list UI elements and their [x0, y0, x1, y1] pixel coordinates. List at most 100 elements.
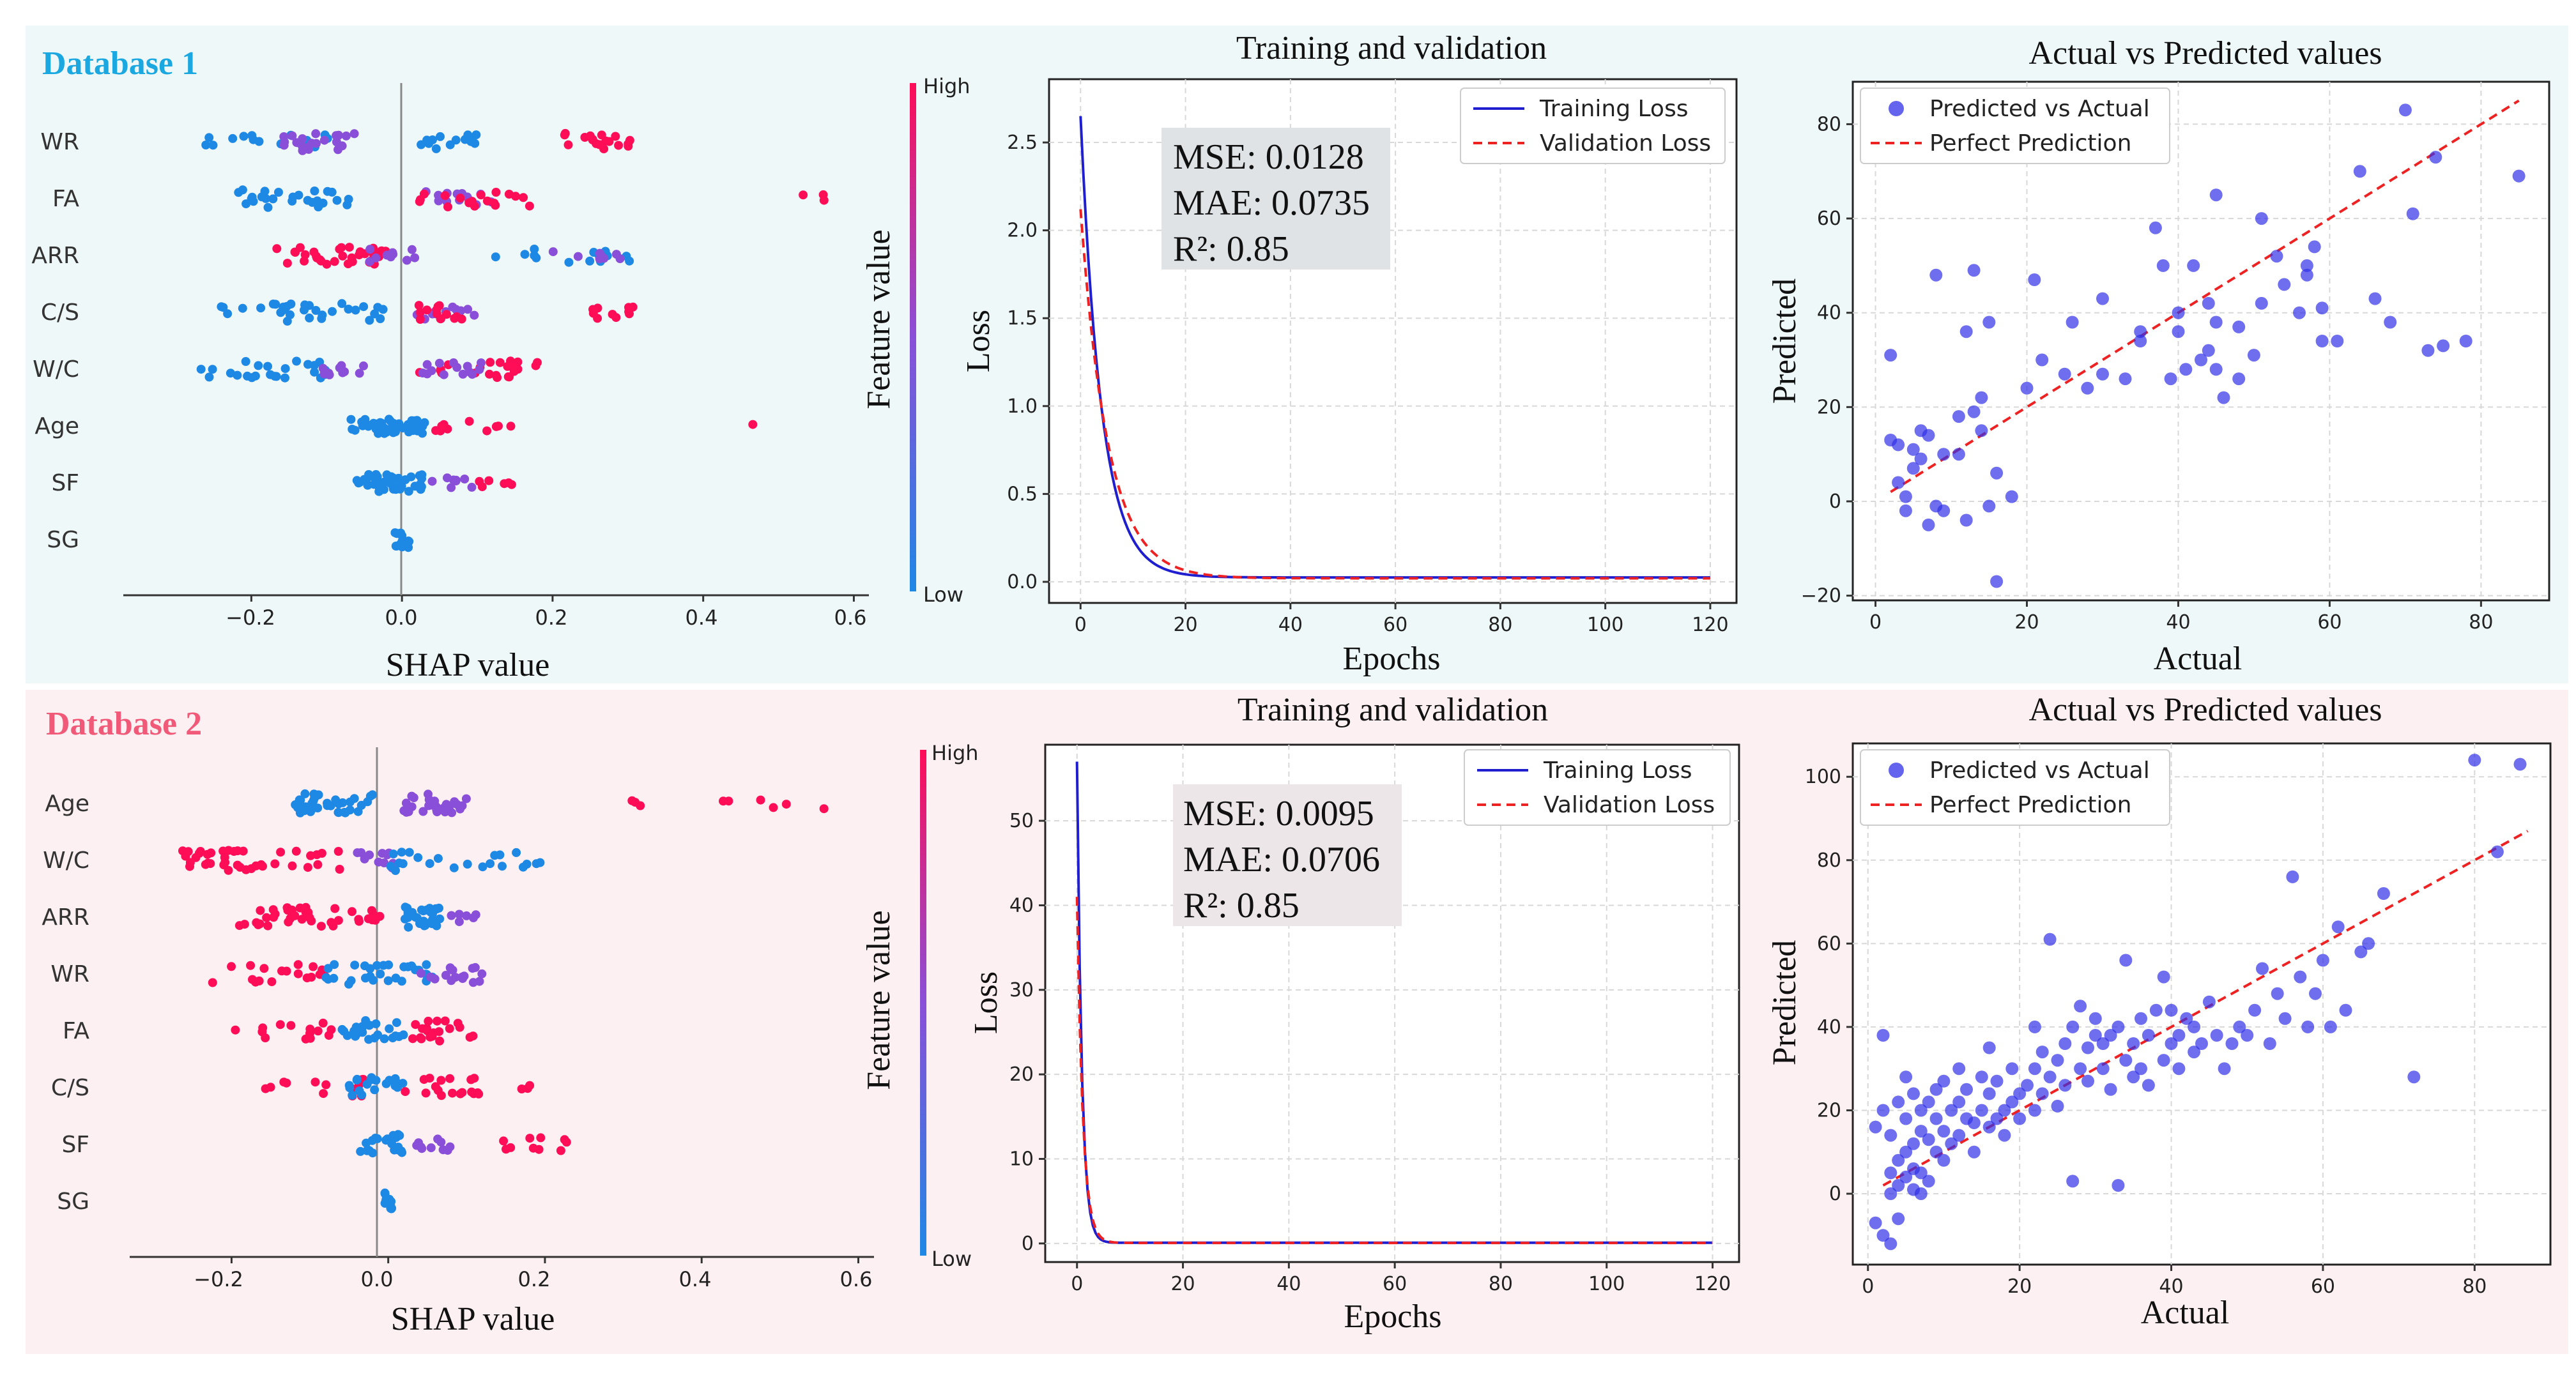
scatter-y-tick-label: 0 — [1829, 1183, 1841, 1205]
shap-point — [439, 370, 448, 379]
shap-point — [348, 425, 357, 434]
scatter-1-legend-point-swatch — [1889, 101, 1904, 116]
scatter-point — [2263, 1037, 2276, 1050]
scatter-point — [2135, 1012, 2147, 1025]
shap-point — [356, 1146, 365, 1156]
scatter-point — [1937, 1125, 1951, 1138]
shap-point — [799, 190, 808, 200]
shap-point — [319, 1089, 328, 1099]
shap-point — [332, 195, 342, 205]
scatter-point — [2165, 1037, 2178, 1050]
shap-point — [499, 1136, 509, 1146]
shap-point — [328, 307, 337, 316]
scatter-point — [2134, 335, 2147, 347]
loss-2-title: Training and validation — [1238, 692, 1548, 728]
shap-point — [208, 978, 217, 987]
scatter-point — [1960, 1083, 1973, 1096]
scatter-point — [1869, 1120, 1882, 1134]
loss-2-metric-mse: MSE: 0.0095 — [1183, 794, 1374, 833]
scatter-point — [2309, 987, 2322, 1000]
shap-point — [372, 961, 381, 970]
shap-point — [434, 196, 443, 206]
scatter-y-tick-label: 100 — [1805, 766, 1841, 788]
loss-1-metric-r2: R²: 0.85 — [1173, 229, 1289, 269]
scatter-point — [2270, 250, 2283, 263]
scatter-point — [2339, 1003, 2352, 1017]
scatter-point — [1899, 1145, 1913, 1159]
shap-point — [386, 1203, 395, 1213]
shap-point — [415, 308, 425, 317]
scatter-point — [2028, 1062, 2041, 1076]
scatter-point — [1982, 499, 1996, 513]
scatter-point — [2157, 970, 2170, 984]
scatter-point — [1990, 466, 2004, 480]
shap-point — [418, 807, 428, 816]
shap-point — [536, 1133, 546, 1143]
shap-point — [434, 358, 444, 368]
shap-point — [369, 975, 378, 985]
shap-point — [361, 973, 370, 983]
shap-1-xlabel: SHAP value — [386, 647, 550, 683]
shap-point — [301, 1034, 310, 1044]
shap-point — [277, 966, 286, 976]
shap-point — [334, 808, 343, 818]
scatter-point — [2074, 1062, 2087, 1076]
shap-point — [204, 133, 214, 142]
shap-point — [319, 135, 329, 145]
shap-point — [303, 863, 312, 872]
shap-point — [240, 920, 249, 929]
shap-point — [397, 1146, 406, 1156]
scatter-point — [2119, 372, 2132, 386]
scatter-point — [2058, 1079, 2072, 1092]
shap-point — [376, 970, 385, 978]
shap-point — [293, 960, 303, 970]
scatter-point — [2096, 1062, 2110, 1076]
shap-point — [429, 1028, 438, 1038]
shap-point — [270, 909, 280, 919]
shap-point — [440, 191, 450, 201]
scatter-1-ylabel: Predicted — [1767, 278, 1803, 404]
shap-point — [485, 369, 494, 379]
shap-point — [482, 196, 492, 206]
shap-point — [270, 372, 280, 381]
scatter-point — [2278, 1012, 2292, 1025]
shap-point — [460, 475, 470, 483]
shap-feature-label: SF — [61, 1132, 89, 1158]
scatter-point — [2271, 987, 2284, 1000]
shap-point — [482, 426, 492, 436]
shap-point — [585, 256, 595, 266]
shap-point — [408, 426, 418, 435]
scatter-point — [2096, 367, 2109, 381]
scatter-point — [2035, 1087, 2049, 1100]
scatter-x-tick-label: 60 — [2311, 1275, 2335, 1298]
shap-point — [528, 1143, 538, 1153]
shap-point — [344, 1081, 354, 1090]
shap-point — [378, 422, 387, 431]
shap-2-tick-neg02: −0.2 — [194, 1267, 243, 1291]
shap-point — [439, 420, 448, 429]
shap-point — [448, 358, 458, 367]
shap-point — [276, 848, 286, 857]
shap-point — [404, 805, 413, 815]
scatter-point — [2081, 381, 2094, 395]
shap-1-tick-0: 0.0 — [385, 605, 418, 630]
shap-point — [464, 416, 474, 426]
shap-point — [228, 133, 238, 143]
scatter-point — [2172, 306, 2185, 319]
shap-point — [614, 141, 624, 150]
shap-point — [385, 1024, 394, 1033]
shap-point — [280, 364, 290, 374]
shap-point — [636, 801, 645, 810]
shap-point — [461, 794, 471, 803]
shap-point — [310, 790, 320, 800]
shap-point — [381, 1136, 391, 1145]
shap-point — [404, 543, 413, 552]
shap-point — [239, 132, 249, 141]
shap-point — [321, 1080, 331, 1090]
scatter-point — [1952, 1062, 1966, 1076]
scatter-point — [2324, 1020, 2337, 1033]
scatter-point — [2051, 1099, 2064, 1113]
shap-point — [410, 482, 420, 491]
scatter-point — [2119, 954, 2133, 967]
loss-y-tick-label: 1.0 — [1007, 395, 1038, 418]
